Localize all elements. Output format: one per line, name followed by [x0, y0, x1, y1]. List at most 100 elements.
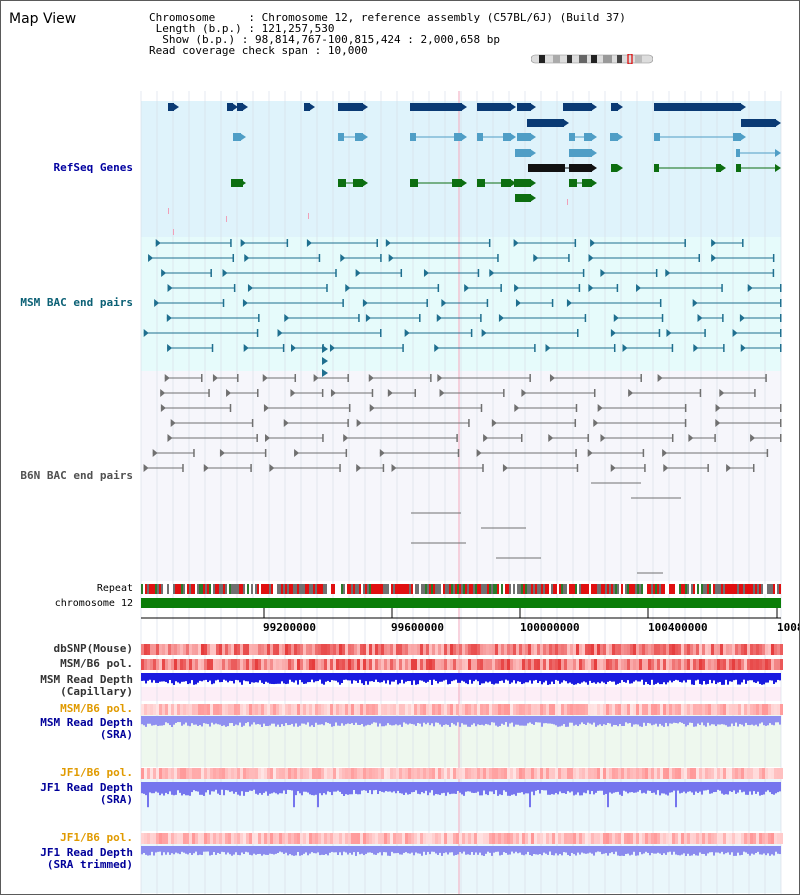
- msm-b6-pol2-cell: [495, 704, 498, 715]
- jf1-trimmed-depth-bar: [597, 846, 599, 852]
- msm-b6-pol2-cell: [228, 704, 231, 715]
- repeat-segment: [651, 584, 653, 594]
- msm-b6-pol-cell: [549, 659, 552, 670]
- repeat-segment: [605, 584, 607, 594]
- repeat-segment: [351, 584, 353, 594]
- jf1-depth-bar: [159, 782, 161, 796]
- msm-bac-pair-arrow: [155, 239, 161, 247]
- repeat-segment: [445, 584, 447, 594]
- jf1-trimmed-depth-bar: [277, 846, 279, 853]
- msm-b6-pol-cell: [510, 659, 513, 670]
- refseq-gene-mid-exon: [454, 133, 462, 141]
- dbsnp-cell: [642, 644, 645, 655]
- msm-b6-pol2-cell: [282, 704, 285, 715]
- jf1-trimmed-depth-bar: [733, 846, 735, 856]
- b6n-bac-pair-arrow: [391, 464, 397, 472]
- msm-depth-sra-bar: [567, 716, 569, 727]
- jf1-depth-bar: [685, 782, 687, 794]
- msm-b6-pol-cell: [657, 659, 660, 670]
- repeat-segment: [253, 584, 255, 594]
- jf1-trimmed-depth-bar: [471, 846, 473, 853]
- msm-depth-sra-bar: [751, 716, 753, 725]
- jf1-depth-bar: [655, 782, 657, 795]
- jf1-depth-bar: [507, 782, 509, 796]
- msm-depth-sra-bar: [433, 716, 435, 727]
- jf1-depth-bar: [219, 782, 221, 796]
- msm-depth-sra-bar: [605, 716, 607, 725]
- jf1-b6-pol2-cell: [150, 833, 153, 844]
- msm-b6-pol2-cell: [438, 704, 441, 715]
- msm-b6-pol-cell: [498, 659, 501, 670]
- msm-depth-sra-bar: [571, 716, 573, 723]
- msm-b6-pol-cell: [648, 659, 651, 670]
- jf1-depth-bar: [339, 782, 341, 792]
- msm-b6-pol-cell: [363, 659, 366, 670]
- msm-depth-capillary-bar: [273, 673, 275, 685]
- dbsnp-cell: [588, 644, 591, 655]
- b6n-bac-pair-arrow: [262, 374, 268, 382]
- msm-b6-pol-cell: [663, 659, 666, 670]
- dbsnp-cell: [369, 644, 372, 655]
- msm-depth-sra-bar: [517, 716, 519, 725]
- dbsnp-cell: [414, 644, 417, 655]
- msm-depth-capillary-bar: [353, 673, 355, 681]
- jf1-trimmed-depth-bar: [585, 846, 587, 854]
- chromosome-value: Chromosome 12, reference assembly (C57BL…: [261, 11, 626, 24]
- repeat-segment: [365, 584, 367, 594]
- jf1-trimmed-depth-bar: [389, 846, 391, 856]
- jf1-b6-pol-cell: [627, 768, 630, 779]
- jf1-depth-bar: [691, 782, 693, 793]
- msm-b6-pol2-cell: [180, 704, 183, 715]
- jf1-b6-pol2-cell: [441, 833, 444, 844]
- msm-depth-capillary-bar: [349, 673, 351, 681]
- msm-bac-pair-end: [400, 269, 403, 277]
- jf1-b6-pol2-cell: [639, 833, 642, 844]
- jf1-b6-pol-cell: [504, 768, 507, 779]
- dbsnp-cell: [483, 644, 486, 655]
- jf1-b6-pol-cell: [231, 768, 234, 779]
- jf1-trimmed-depth-bar: [769, 846, 771, 856]
- msm-bac-pair-end: [233, 284, 236, 292]
- jf1-trimmed-depth-bar: [651, 846, 653, 853]
- dbsnp-cell: [453, 644, 456, 655]
- jf1-depth-bar: [221, 782, 223, 790]
- msm-depth-sra-bar: [671, 716, 673, 724]
- msm-depth-sra-bar: [181, 716, 183, 726]
- jf1-trimmed-depth-bar: [403, 846, 405, 853]
- jf1-depth-bar: [661, 782, 663, 794]
- dbsnp-cell: [660, 644, 663, 655]
- msm-b6-pol-cell: [375, 659, 378, 670]
- jf1-b6-pol-cell: [234, 768, 237, 779]
- msm-b6-pol-cell: [174, 659, 177, 670]
- msm-depth-capillary-bar: [295, 673, 297, 681]
- jf1-trimmed-depth-bar: [323, 846, 325, 855]
- msm-depth-capillary-bar: [339, 673, 341, 685]
- jf1-depth-bar: [229, 782, 231, 792]
- msm-depth-capillary-bar: [761, 673, 763, 685]
- jf1-b6-pol-cell: [636, 768, 639, 779]
- jf1-b6-pol2-cell: [594, 833, 597, 844]
- msm-depth-capillary-bar: [427, 673, 429, 682]
- msm-depth-sra-bar: [483, 716, 485, 726]
- msm-depth-capillary-bar: [221, 673, 223, 683]
- msm-b6-pol2-cell: [252, 704, 255, 715]
- chromosome-ideogram[interactable]: [531, 54, 653, 64]
- jf1-trimmed-depth-bar: [163, 846, 165, 853]
- jf1-trimmed-depth-bar: [633, 846, 635, 852]
- jf1-b6-pol2-cell: [396, 833, 399, 844]
- jf1-depth-bar: [571, 782, 573, 792]
- msm-depth-sra-bar: [395, 716, 397, 725]
- dbsnp-cell: [693, 644, 696, 655]
- msm-b6-pol-cell: [252, 659, 255, 670]
- jf1-trimmed-depth-bar: [241, 846, 243, 853]
- msm-b6-pol2-cell: [150, 704, 153, 715]
- jf1-b6-pol2-cell: [612, 833, 615, 844]
- jf1-depth-bar: [559, 782, 561, 792]
- jf1-trimmed-depth-bar: [631, 846, 633, 855]
- msm-depth-capillary-bar: [699, 673, 701, 684]
- jf1-trimmed-depth-bar: [707, 846, 709, 854]
- jf1-trimmed-depth-bar: [461, 846, 463, 854]
- msm-b6-pol2-cell: [618, 704, 621, 715]
- msm-depth-capillary-bar: [231, 673, 233, 682]
